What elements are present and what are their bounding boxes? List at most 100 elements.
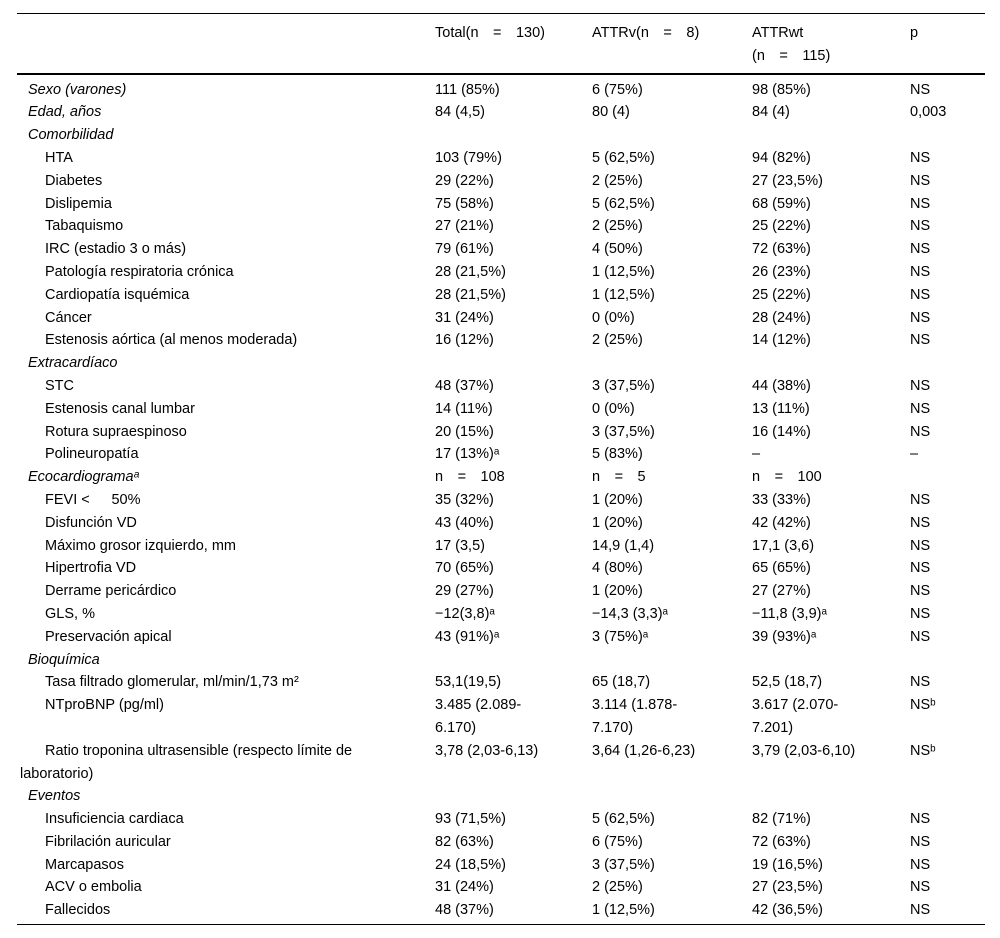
cell-total: 17 (13%)ᵃ [435,446,500,463]
row-label: STC [45,377,74,394]
cell-attrwt: 52,5 (18,7) [752,674,823,691]
cell-attrwt: 33 (33%) [752,491,811,508]
row-label: IRC (estadio 3 o más) [45,241,187,258]
cell-total: n = 108 [435,469,505,486]
cell-attrwt: 98 (85%) [752,81,811,98]
cell-attrv: 5 (62,5%) [592,195,655,212]
cell-total: 28 (21,5%) [435,263,506,280]
cell-total: 29 (27%) [435,583,494,600]
cell-total: 29 (22%) [435,172,494,189]
row-label: ACV o embolia [45,879,142,896]
cell-attrv: 1 (12,5%) [592,902,655,919]
cell-attrwt: 25 (22%) [752,286,811,303]
table-row: HTA 103 (79%) 5 (62,5%) 94 (82%) NS [17,147,985,170]
row-label: Cáncer [45,309,92,326]
cell-attrv: 2 (25%) [592,218,643,235]
cell-attrv: 4 (50%) [592,241,643,258]
cell-p: NS [910,811,931,828]
cell-p: NS [910,583,931,600]
table-row: Diabetes 29 (22%) 2 (25%) 27 (23,5%) NS [17,170,985,193]
cell-attrv: 3,64 (1,26-6,23) [592,742,696,759]
cell-total: 103 (79%) [435,149,502,166]
row-label: Preservación apical [45,628,172,645]
cell-attrv: 0 (0%) [592,309,635,326]
table-body: Sexo (varones) 111 (85%) 6 (75%) 98 (85%) NS… [17,75,985,926]
table-row: Ecocardiogramaᵃ n = 108 n = 5 n = 100 [17,466,985,489]
cell-total: 14 (11%) [435,400,493,417]
cell-p: NS [910,195,931,212]
cell-p: NS [910,674,931,691]
cell-p: NS [910,605,931,622]
cell-attrv: 4 (80%) [592,560,643,577]
cell-total: 70 (65%) [435,560,494,577]
table-row: Extracardíaco [17,352,985,375]
cell-total: 93 (71,5%) [435,811,506,828]
row-label: Hipertrofia VD [45,560,137,577]
cell-attrwt: 84 (4) [752,104,790,121]
row-label: Máximo grosor izquierdo, mm [45,537,236,554]
cell-attrv: n = 5 [592,469,646,486]
cell-attrv: 1 (12,5%) [592,286,655,303]
cell-attrv: 2 (25%) [592,879,643,896]
cell-attrwt: 13 (11%) [752,400,810,417]
row-label: Sexo (varones) [28,81,127,98]
table-row: Preservación apical 43 (91%)ᵃ 3 (75%)ᵃ 39 (… [17,626,985,649]
cell-attrv: 6 (75%) [592,81,643,98]
row-label: Derrame pericárdico [45,583,177,600]
cell-p: NS [910,286,931,303]
cell-p: 0,003 [910,104,947,121]
row-label: Fallecidos [45,902,111,919]
cell-p: NS [910,833,931,850]
cell-p: NS [910,241,931,258]
cell-total: 79 (61%) [435,241,494,258]
table-row: Cardiopatía isquémica 28 (21,5%) 1 (12,5%)… [17,284,985,307]
cell-attrv: 14,9 (1,4) [592,537,655,554]
table-row: Patología respiratoria crónica 28 (21,5%)… [17,261,985,284]
table-row: Fibrilación auricular 82 (63%) 6 (75%) 72 (… [17,831,985,854]
comparison-table: Total(n = 130) ATTRv(n = 8) ATTRwt (n = … [17,13,985,926]
row-label: Estenosis aórtica (al menos moderada) [45,332,298,349]
cell-attrv: 3 (75%)ᵃ [592,628,649,645]
cell-attrv: 3 (37,5%) [592,377,655,394]
table-row: Sexo (varones) 111 (85%) 6 (75%) 98 (85%) NS [17,79,985,102]
row-label: Polineuropatía [45,446,139,463]
cell-p: NS [910,560,931,577]
cell-attrwt: – [752,446,761,463]
cell-total: 84 (4,5) [435,104,485,121]
cell-attrv: 80 (4) [592,104,630,121]
cell-attrwt: 72 (63%) [752,241,811,258]
cell-attrv: −14,3 (3,3)ᵃ [592,605,668,622]
row-label: Eventos [28,788,81,805]
cell-total: 35 (32%) [435,491,494,508]
cell-attrv: 6 (75%) [592,833,643,850]
row-label: Fibrilación auricular [45,833,171,850]
row-label: Marcapasos [45,856,124,873]
row-label: Ecocardiogramaᵃ [28,469,139,486]
table-row: Máximo grosor izquierdo, mm 17 (3,5) 14,9 … [17,535,985,558]
column-header-attrwt: ATTRwt (n = 115) [752,25,831,64]
cell-p: NSᵇ [910,697,936,714]
cell-total: 27 (21%) [435,218,494,235]
cell-attrwt: 27 (23,5%) [752,172,823,189]
cell-attrv: 1 (20%) [592,583,643,600]
row-label: Tabaquismo [45,218,124,235]
row-label: Insuficiencia cardiaca [45,811,184,828]
table-row: Hipertrofia VD 70 (65%) 4 (80%) 65 (65%) NS [17,557,985,580]
row-label: Patología respiratoria crónica [45,263,234,280]
cell-total: 82 (63%) [435,833,494,850]
cell-attrv: 1 (12,5%) [592,263,655,280]
cell-attrwt: 28 (24%) [752,309,811,326]
cell-total: 17 (3,5) [435,537,485,554]
table-row: Edad, años 84 (4,5) 80 (4) 84 (4) 0,003 [17,101,985,124]
cell-attrv: 1 (20%) [592,514,643,531]
table-row: Marcapasos 24 (18,5%) 3 (37,5%) 19 (16,5%) N… [17,854,985,877]
cell-p: NS [910,856,931,873]
cell-attrwt: 17,1 (3,6) [752,537,815,554]
cell-p: NS [910,902,931,919]
cell-attrwt: −11,8 (3,9)ᵃ [752,605,827,622]
table-row: ACV o embolia 31 (24%) 2 (25%) 27 (23,5%) NS [17,876,985,899]
cell-attrwt: 16 (14%) [752,423,811,440]
cell-attrwt: 27 (23,5%) [752,879,823,896]
cell-attrwt: 68 (59%) [752,195,811,212]
row-label: Edad, años [28,104,102,121]
